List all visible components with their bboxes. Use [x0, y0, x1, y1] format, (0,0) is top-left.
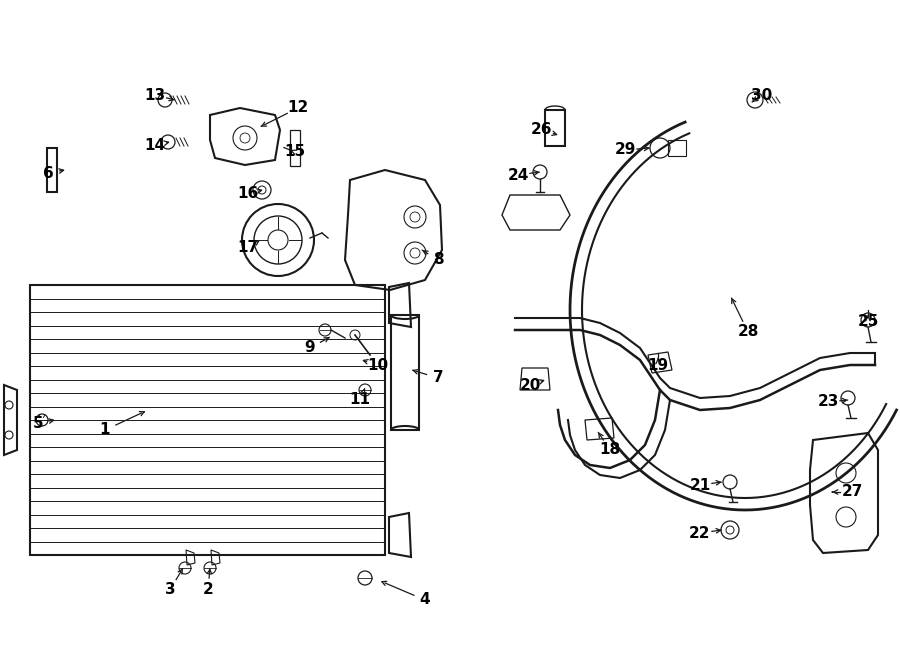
Text: 29: 29: [615, 142, 635, 158]
Text: 9: 9: [305, 340, 315, 355]
Text: 30: 30: [752, 87, 772, 103]
Text: 28: 28: [737, 324, 759, 340]
Text: 12: 12: [287, 101, 309, 115]
Text: 19: 19: [647, 357, 669, 373]
Text: 26: 26: [531, 122, 553, 138]
Bar: [47, 148, 57, 192]
Bar: [290, 130, 300, 166]
Text: 22: 22: [689, 526, 711, 540]
Text: 7: 7: [433, 371, 444, 385]
Text: 8: 8: [433, 252, 444, 267]
Text: 14: 14: [144, 138, 166, 152]
Text: 17: 17: [238, 240, 258, 256]
Text: 24: 24: [508, 167, 528, 183]
Text: 27: 27: [842, 485, 863, 500]
Text: 2: 2: [202, 583, 213, 598]
Text: 4: 4: [419, 592, 430, 608]
Text: 5: 5: [32, 416, 43, 430]
Text: 23: 23: [817, 395, 839, 410]
Bar: [545, 110, 565, 146]
Text: 3: 3: [165, 583, 176, 598]
Text: 21: 21: [689, 477, 711, 493]
Text: 13: 13: [144, 87, 166, 103]
Text: 6: 6: [42, 166, 53, 181]
Bar: [668, 140, 686, 156]
Text: 25: 25: [858, 314, 878, 330]
Text: 15: 15: [284, 144, 306, 160]
Text: 10: 10: [367, 357, 389, 373]
Text: 1: 1: [100, 422, 110, 438]
Text: 20: 20: [519, 377, 541, 393]
Text: 11: 11: [349, 393, 371, 408]
Text: 16: 16: [238, 185, 258, 201]
Text: 18: 18: [599, 442, 621, 457]
Bar: [391, 315, 419, 430]
